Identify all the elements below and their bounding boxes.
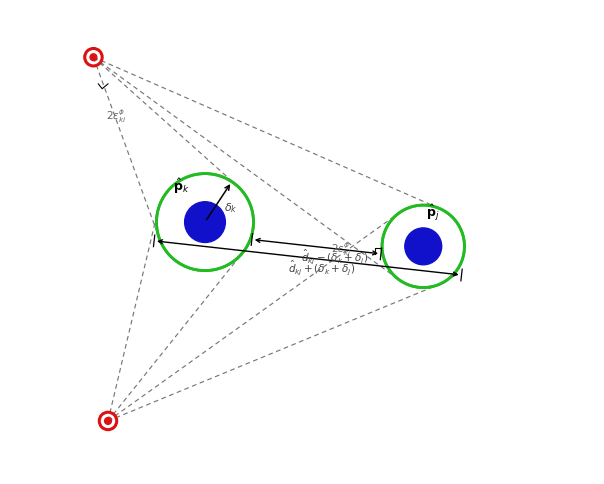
Circle shape bbox=[405, 228, 442, 265]
Text: $2\varepsilon^\phi_{ki}$: $2\varepsilon^\phi_{ki}$ bbox=[106, 106, 126, 124]
Circle shape bbox=[185, 202, 225, 243]
Text: $\hat{\mathbf{p}}_j$: $\hat{\mathbf{p}}_j$ bbox=[426, 202, 440, 222]
Text: $2\varepsilon^\phi_{kj}$: $2\varepsilon^\phi_{kj}$ bbox=[331, 240, 352, 258]
Text: $\delta_k$: $\delta_k$ bbox=[225, 201, 238, 215]
Text: $\hat{d}_{kj} - (\delta_k + \delta_j)$: $\hat{d}_{kj} - (\delta_k + \delta_j)$ bbox=[301, 246, 368, 265]
Text: $\hat{\mathbf{p}}_k$: $\hat{\mathbf{p}}_k$ bbox=[173, 177, 189, 196]
Circle shape bbox=[384, 207, 463, 287]
Circle shape bbox=[158, 176, 252, 270]
Circle shape bbox=[90, 55, 97, 61]
Circle shape bbox=[104, 418, 111, 424]
Text: $\hat{d}_{kj} + (\delta_k + \delta_j)$: $\hat{d}_{kj} + (\delta_k + \delta_j)$ bbox=[288, 257, 355, 276]
